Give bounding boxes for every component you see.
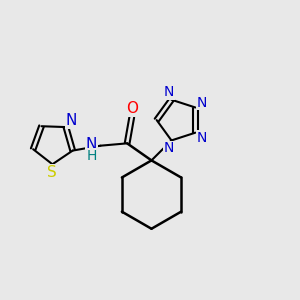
Text: N: N	[65, 113, 77, 128]
Text: S: S	[47, 165, 57, 180]
Text: N: N	[86, 137, 97, 152]
Text: N: N	[197, 96, 207, 110]
Text: H: H	[86, 149, 97, 163]
Text: O: O	[126, 101, 138, 116]
Text: N: N	[197, 130, 207, 145]
Text: N: N	[164, 85, 174, 99]
Text: N: N	[164, 141, 174, 155]
